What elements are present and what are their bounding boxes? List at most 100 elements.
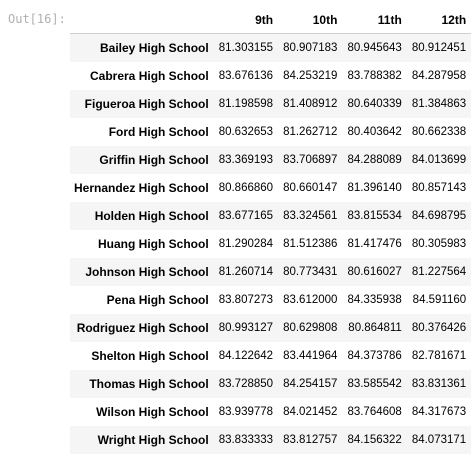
table-row: Cabrera High School 83.676136 84.253219 83.… — [70, 62, 471, 90]
table-cell-score: 81.303155 — [218, 42, 274, 54]
table-cell-score: 83.369193 — [218, 154, 274, 166]
table-cell-score: 80.857143 — [411, 182, 467, 194]
table-cell-score: 83.815534 — [347, 210, 402, 222]
row-index-school: Holden High School — [94, 209, 209, 223]
row-index-school: Johnson High School — [85, 265, 209, 279]
table-cell-score: 80.629808 — [283, 322, 338, 334]
column-header-12th: 12th — [407, 6, 471, 34]
table-row: Hernandez High School 80.866860 80.660147 8… — [70, 174, 471, 202]
table-row: Griffin High School 83.369193 83.706897 84.… — [70, 146, 471, 174]
table-cell-score: 80.912451 — [411, 42, 467, 54]
table-cell-score: 84.591160 — [412, 294, 467, 306]
table-cell-score: 84.317673 — [411, 406, 467, 418]
row-index-school: Shelton High School — [91, 349, 209, 363]
table-cell-score: 83.833333 — [218, 434, 274, 446]
table-cell-score: 83.677165 — [218, 210, 274, 222]
table-cell-score: 81.396140 — [347, 182, 402, 194]
row-index-school: Wilson High School — [96, 405, 209, 419]
table-cell-score: 80.305983 — [411, 238, 467, 250]
table-row: Wright High School 83.833333 83.812757 84.1… — [70, 426, 471, 454]
header-row: 9th 10th 11th 12th — [70, 6, 471, 34]
table-row: Figueroa High School 81.198598 81.408912 80… — [70, 90, 471, 118]
table-cell-score: 81.262712 — [283, 126, 338, 138]
row-index-school: Figueroa High School — [84, 97, 209, 111]
table-cell-score: 84.335938 — [347, 294, 402, 306]
table-cell-score: 81.198598 — [218, 98, 274, 110]
table-cell-score: 84.698795 — [411, 210, 467, 222]
table-cell-score: 80.773431 — [283, 266, 338, 278]
table-cell-score: 82.781671 — [411, 350, 467, 362]
table-row: Huang High School 81.290284 81.512386 81.41… — [70, 230, 471, 258]
row-index-school: Ford High School — [108, 125, 209, 139]
table-cell-score: 83.324561 — [283, 210, 338, 222]
table-cell-score: 80.662338 — [411, 126, 467, 138]
table-cell-score: 81.512386 — [283, 238, 338, 250]
table-cell-score: 81.290284 — [218, 238, 274, 250]
table-cell-score: 83.585542 — [347, 378, 402, 390]
table-cell-score: 81.408912 — [283, 98, 338, 110]
table-cell-score: 84.156322 — [347, 434, 402, 446]
table-cell-score: 83.939778 — [218, 406, 274, 418]
table-cell-score: 80.640339 — [347, 98, 402, 110]
row-index-school: Cabrera High School — [90, 69, 209, 83]
table-cell-score: 83.812757 — [283, 434, 338, 446]
table-cell-score: 83.676136 — [218, 70, 274, 82]
row-index-school: Pena High School — [106, 293, 209, 307]
table-cell-score: 84.253219 — [283, 70, 338, 82]
table-cell-score: 81.417476 — [347, 238, 402, 250]
table-row: Shelton High School 84.122642 83.441964 84.… — [70, 342, 471, 370]
table-row: Pena High School 83.807273 83.612000 84.335… — [70, 286, 471, 314]
table-cell-score: 84.073171 — [411, 434, 467, 446]
table-cell-score: 80.403642 — [347, 126, 402, 138]
row-index-school: Bailey High School — [100, 41, 209, 55]
table-header: 9th 10th 11th 12th — [70, 6, 471, 34]
table-row: Johnson High School 81.260714 80.773431 80.… — [70, 258, 471, 286]
table-cell-score: 80.376426 — [411, 322, 467, 334]
row-index-school: Wright High School — [97, 433, 209, 447]
row-index-school: Griffin High School — [99, 153, 209, 167]
row-index-school: Huang High School — [98, 237, 209, 251]
table-cell-score: 80.864811 — [348, 322, 402, 334]
table-cell-score: 83.831361 — [411, 378, 467, 390]
table-row: Holden High School 83.677165 83.324561 83.8… — [70, 202, 471, 230]
index-header-corner — [70, 6, 215, 34]
table-cell-score: 84.021452 — [283, 406, 338, 418]
table-cell-score: 83.612000 — [283, 294, 338, 306]
table-cell-score: 81.227564 — [411, 266, 467, 278]
table-cell-score: 83.441964 — [283, 350, 338, 362]
table-row: Thomas High School 83.728850 84.254157 83.5… — [70, 370, 471, 398]
column-header-10th: 10th — [279, 6, 344, 34]
row-index-school: Thomas High School — [89, 377, 209, 391]
table-cell-score: 80.907183 — [283, 42, 338, 54]
table-row: Wilson High School 83.939778 84.021452 83.7… — [70, 398, 471, 426]
table-cell-score: 83.764608 — [347, 406, 402, 418]
row-index-school: Rodriguez High School — [76, 321, 209, 335]
table-row: Bailey High School 81.303155 80.907183 80.9… — [70, 33, 471, 62]
table-cell-score: 80.866860 — [218, 182, 274, 194]
dataframe-table: 9th 10th 11th 12th Bailey High School 81.… — [70, 6, 471, 454]
table-cell-score: 80.993127 — [218, 322, 274, 334]
table-cell-score: 80.660147 — [283, 182, 338, 194]
table-cell-score: 84.373786 — [347, 350, 402, 362]
table-cell-score: 83.728850 — [218, 378, 274, 390]
table-cell-score: 80.945643 — [347, 42, 402, 54]
row-index-school: Hernandez High School — [74, 181, 209, 195]
table-cell-score: 84.287958 — [411, 70, 467, 82]
table-cell-score: 81.260714 — [218, 266, 274, 278]
table-cell-score: 84.013699 — [411, 154, 467, 166]
table-cell-score: 81.384863 — [411, 98, 467, 110]
table-cell-score: 83.706897 — [283, 154, 338, 166]
column-header-11th: 11th — [343, 6, 408, 34]
table-cell-score: 84.288089 — [347, 154, 402, 166]
output-prompt: Out[16]: — [8, 12, 66, 26]
table-row: Ford High School 80.632653 81.262712 80.403… — [70, 118, 471, 146]
table-cell-score: 84.122642 — [218, 350, 274, 362]
table-body: Bailey High School 81.303155 80.907183 80.9… — [70, 33, 471, 454]
table-row: Rodriguez High School 80.993127 80.629808 8… — [70, 314, 471, 342]
table-cell-score: 83.807273 — [218, 294, 274, 306]
table-cell-score: 83.788382 — [347, 70, 402, 82]
column-header-9th: 9th — [214, 6, 280, 34]
table-cell-score: 80.632653 — [218, 126, 274, 138]
table-cell-score: 84.254157 — [283, 378, 338, 390]
table-cell-score: 80.616027 — [347, 266, 402, 278]
